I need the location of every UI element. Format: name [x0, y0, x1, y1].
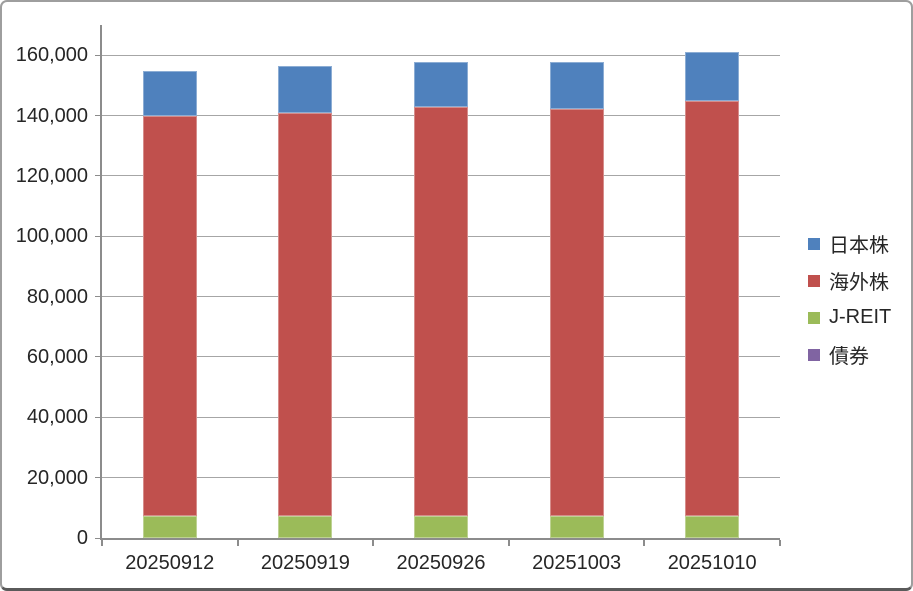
- bar-segment-J-REIT: [142, 515, 197, 538]
- x-tick: [643, 540, 646, 546]
- y-tick: [95, 296, 102, 298]
- bar-segment-海外株: [549, 109, 604, 516]
- bar-segment-日本株: [549, 62, 604, 110]
- x-tick: [507, 540, 510, 546]
- legend: 日本株海外株 J-REIT 債券: [808, 225, 891, 373]
- bar-segment-J-REIT: [549, 515, 604, 538]
- x-category-label: 20250926: [396, 552, 486, 574]
- x-category-label: 20250919: [260, 552, 350, 574]
- y-tick: [95, 235, 102, 237]
- legend-label: 海外株: [829, 272, 889, 294]
- x-axis-line: [100, 538, 780, 540]
- legend-item: 債券: [808, 336, 891, 373]
- y-axis-line: [100, 25, 102, 540]
- y-tick-label: 60,000: [26, 345, 88, 368]
- y-tick-label: 100,000: [15, 225, 88, 248]
- bar-segment-日本株: [278, 66, 333, 113]
- y-tick: [95, 175, 102, 177]
- y-tick: [95, 115, 102, 117]
- bar-segment-J-REIT: [685, 515, 740, 538]
- bar-segment-日本株: [142, 71, 197, 117]
- y-tick-label: 80,000: [26, 285, 88, 308]
- bar-segment-日本株: [685, 52, 740, 101]
- y-tick-label: 160,000: [15, 44, 88, 67]
- x-tick: [779, 540, 781, 546]
- legend-item: 海外株: [808, 262, 891, 299]
- y-tick: [95, 416, 102, 418]
- legend-swatch: [808, 348, 820, 361]
- legend-swatch: [808, 237, 820, 250]
- legend-swatch: [808, 274, 820, 287]
- bar-segment-海外株: [414, 107, 468, 516]
- legend-label: 債券: [829, 346, 869, 368]
- bar-segment-J-REIT: [414, 515, 468, 538]
- x-category-label: 20251010: [667, 552, 757, 574]
- y-tick-label: 140,000: [15, 104, 88, 127]
- bar-segment-J-REIT: [278, 515, 333, 538]
- y-tick: [95, 537, 102, 539]
- y-tick-label: 40,000: [26, 406, 88, 429]
- bar-segment-日本株: [414, 61, 468, 108]
- legend-swatch: [808, 311, 820, 324]
- y-tick-label: 120,000: [15, 164, 88, 187]
- legend-label: J-REIT: [829, 306, 892, 328]
- bar-segment-海外株: [142, 116, 197, 516]
- y-tick: [95, 477, 102, 479]
- bar-segment-海外株: [278, 112, 333, 516]
- x-tick: [101, 540, 103, 546]
- x-category-label: 20251003: [532, 552, 622, 574]
- y-tick: [95, 356, 102, 358]
- legend-item: 日本株: [808, 225, 891, 262]
- y-tick-label: 20,000: [26, 466, 88, 489]
- legend-label: 日本株: [829, 235, 889, 257]
- x-tick: [236, 540, 239, 546]
- bar-segment-海外株: [685, 100, 740, 516]
- y-tick-label: 0: [76, 527, 88, 549]
- x-tick: [372, 540, 375, 546]
- gridline: [102, 54, 780, 56]
- legend-item: J-REIT: [808, 299, 891, 336]
- y-tick: [95, 54, 102, 56]
- x-category-label: 20250912: [125, 552, 215, 574]
